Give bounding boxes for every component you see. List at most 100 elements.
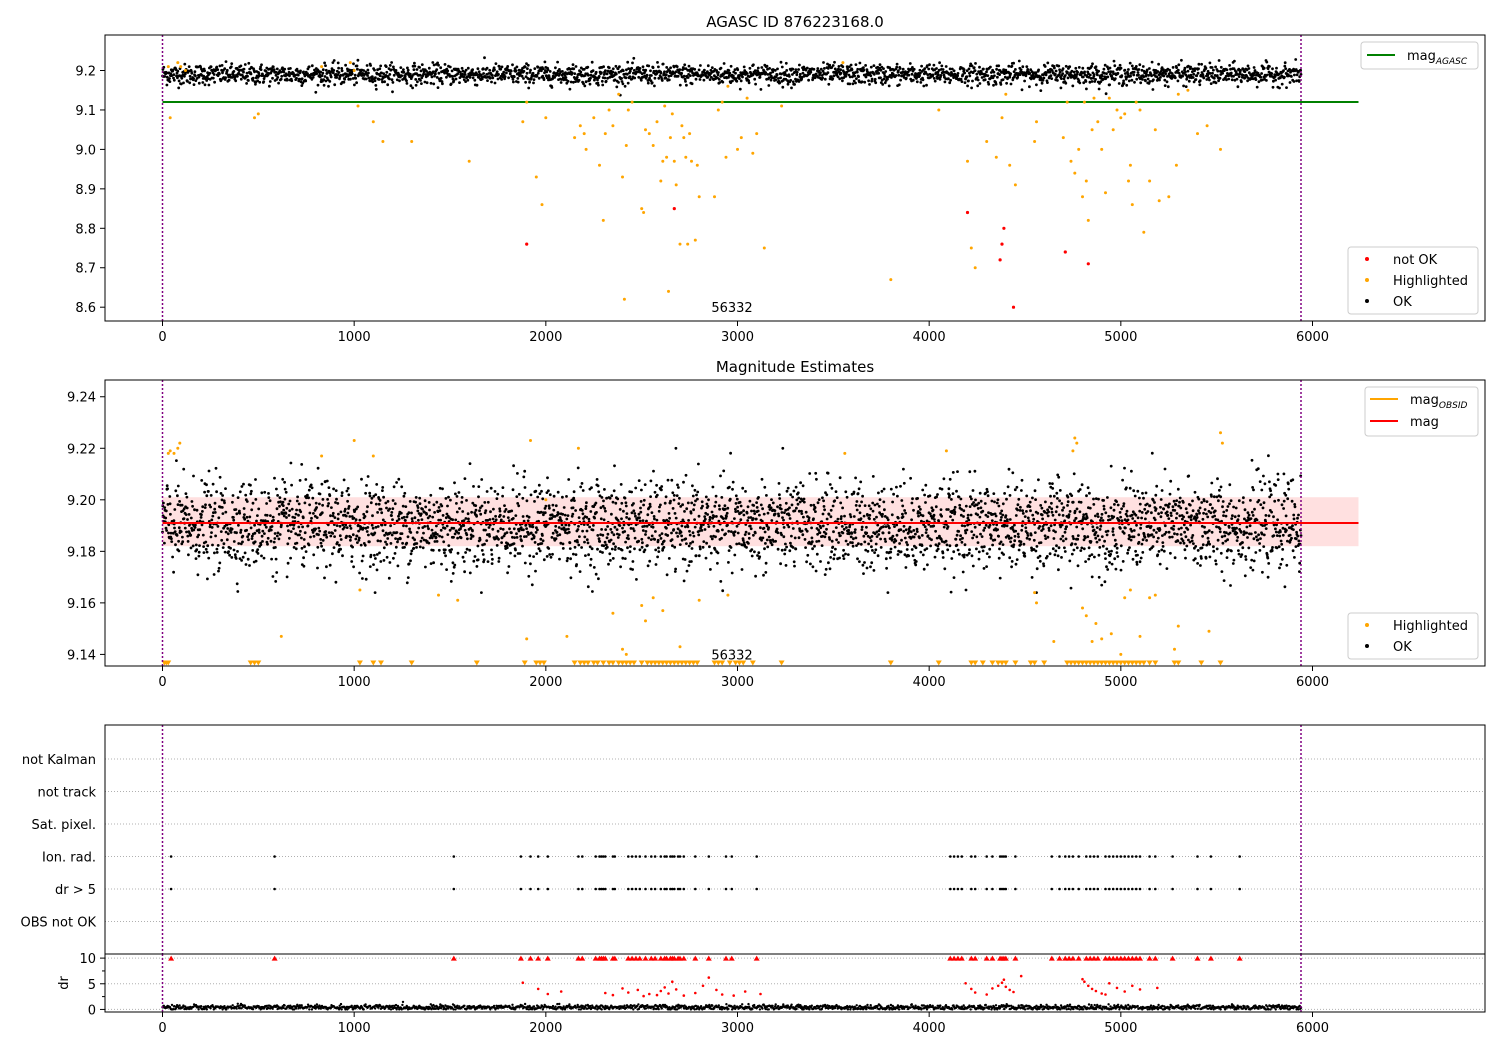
- data-point: [682, 480, 685, 484]
- data-point: [1061, 136, 1065, 140]
- data-point: [387, 576, 391, 580]
- data-point: [1275, 66, 1278, 70]
- data-point: [872, 72, 876, 76]
- data-point: [254, 478, 257, 481]
- data-point: [238, 511, 242, 515]
- data-point: [855, 77, 858, 80]
- data-point: [476, 544, 480, 548]
- data-point: [1135, 77, 1139, 81]
- data-point: [577, 524, 580, 528]
- data-point: [826, 62, 829, 66]
- data-point: [699, 64, 702, 67]
- data-point: [741, 486, 745, 490]
- data-point: [367, 71, 370, 75]
- data-point: [610, 531, 614, 534]
- data-point: [246, 74, 249, 78]
- data-point: [224, 510, 228, 514]
- data-point: [402, 68, 405, 71]
- data-point: [641, 529, 645, 532]
- data-point: [475, 514, 478, 518]
- data-point: [491, 76, 495, 80]
- data-point: [336, 502, 340, 505]
- data-point: [573, 136, 577, 140]
- data-point: [800, 529, 804, 533]
- data-point: [1285, 86, 1288, 89]
- data-point: [247, 79, 250, 82]
- data-point: [1214, 65, 1217, 69]
- data-point: [804, 510, 808, 514]
- data-point: [386, 500, 390, 503]
- data-point: [380, 511, 384, 515]
- data-point: [174, 489, 178, 493]
- data-point: [640, 207, 644, 211]
- data-point: [1104, 92, 1108, 96]
- data-point: [332, 487, 335, 491]
- data-point: [965, 210, 970, 215]
- data-point: [297, 77, 301, 81]
- data-point: [398, 79, 401, 83]
- data-point: [312, 534, 316, 538]
- data-point: [618, 508, 622, 511]
- data-point: [468, 571, 472, 575]
- data-point: [596, 484, 600, 488]
- data-point: [633, 547, 636, 551]
- data-point: [793, 70, 797, 74]
- data-point: [873, 77, 877, 81]
- data-point: [522, 528, 525, 532]
- data-point: [232, 70, 236, 73]
- data-point: [643, 548, 647, 552]
- data-point: [571, 506, 575, 510]
- data-point: [1088, 73, 1092, 77]
- data-point: [337, 66, 340, 70]
- data-point: [785, 489, 789, 493]
- data-point: [745, 511, 749, 515]
- data-point: [237, 71, 241, 75]
- data-point: [295, 67, 299, 71]
- data-point: [460, 496, 464, 499]
- data-point: [774, 539, 777, 543]
- data-point: [290, 79, 294, 83]
- data-point: [652, 469, 655, 473]
- data-point: [1016, 76, 1019, 79]
- data-point: [1102, 71, 1106, 75]
- data-point: [283, 487, 287, 491]
- data-point: [806, 553, 810, 557]
- data-point: [734, 71, 737, 75]
- data-point: [1153, 128, 1157, 132]
- data-point: [1007, 64, 1011, 68]
- data-point: [848, 75, 852, 79]
- data-point: [727, 69, 731, 72]
- data-point: [773, 509, 777, 512]
- data-point: [194, 557, 198, 560]
- data-point: [383, 80, 386, 84]
- data-point: [795, 70, 799, 74]
- data-point: [1158, 78, 1161, 82]
- data-point: [461, 72, 464, 76]
- data-point: [450, 69, 454, 73]
- data-point: [431, 548, 435, 552]
- data-point: [422, 72, 425, 76]
- data-point: [194, 79, 198, 82]
- data-point: [513, 536, 516, 539]
- data-point: [708, 518, 712, 522]
- data-point: [886, 77, 889, 81]
- data-point: [588, 82, 592, 86]
- data-point: [195, 508, 199, 512]
- data-point: [350, 72, 354, 76]
- data-point: [860, 528, 864, 531]
- data-point: [565, 517, 569, 521]
- data-point: [515, 532, 518, 536]
- data-point: [481, 67, 485, 71]
- data-point: [1102, 67, 1106, 71]
- data-point: [1060, 77, 1063, 80]
- data-point: [284, 512, 288, 515]
- data-point: [271, 76, 274, 80]
- data-point: [307, 543, 311, 547]
- data-point: [339, 538, 343, 541]
- data-point: [548, 506, 551, 510]
- data-point: [539, 510, 543, 514]
- x-tick-label: 0: [158, 330, 166, 345]
- data-point: [784, 564, 788, 567]
- data-point: [506, 571, 509, 575]
